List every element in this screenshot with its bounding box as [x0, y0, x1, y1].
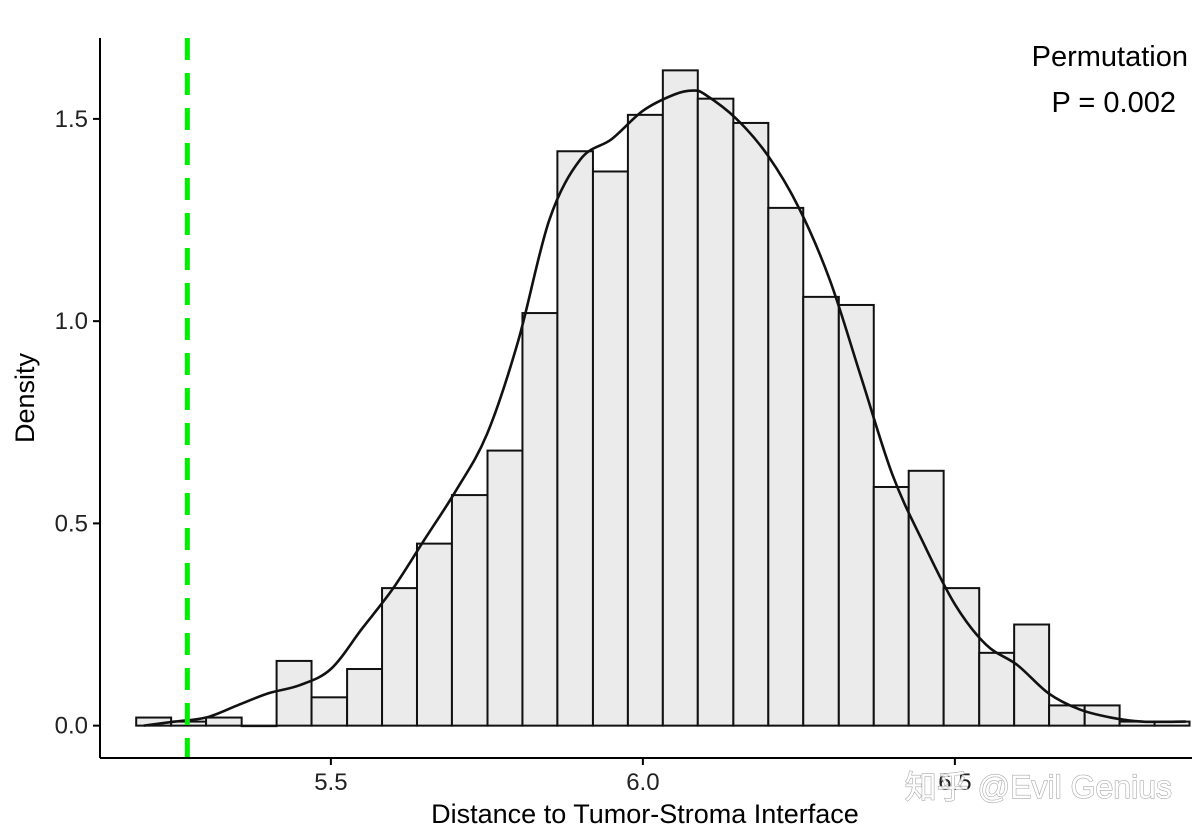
- x-axis-ticks: 5.5 6.0 6.5: [314, 758, 972, 796]
- histogram-bar: [486, 449, 524, 727]
- y-tick-label: 1.5: [55, 106, 88, 133]
- histogram-bar: [591, 170, 629, 727]
- annotation-permutation: Permutation: [1032, 41, 1188, 73]
- histogram-bar: [240, 724, 278, 728]
- y-axis-ticks: 0.0 0.5 1.0 1.5: [55, 106, 100, 740]
- x-tick-label: 6.5: [938, 769, 971, 796]
- histogram-bar: [837, 303, 875, 727]
- y-tick-label: 0.5: [55, 510, 88, 537]
- histogram-bar: [450, 494, 489, 727]
- histogram-bar: [802, 295, 840, 727]
- histogram-bar: [942, 587, 981, 727]
- histogram-bar: [556, 150, 594, 727]
- y-axis-title: Density: [10, 352, 40, 443]
- histogram-bar: [205, 716, 243, 727]
- watermark: 知乎 @Evil Genius: [905, 769, 1172, 805]
- histogram-bar: [310, 696, 349, 727]
- histogram-bar: [907, 469, 945, 727]
- y-tick-label: 1.0: [55, 308, 88, 335]
- y-tick-label: 0.0: [55, 713, 88, 740]
- histogram-bar: [1013, 623, 1051, 727]
- x-axis-title: Distance to Tumor-Stroma Interface: [431, 799, 859, 829]
- histogram-bars: [135, 69, 1191, 728]
- histogram-bar: [872, 485, 910, 727]
- histogram-bar: [626, 113, 664, 727]
- x-tick-label: 5.5: [314, 769, 347, 796]
- histogram-bar: [978, 651, 1016, 727]
- x-tick-label: 6.0: [626, 769, 659, 796]
- histogram-bar: [661, 69, 699, 727]
- histogram-bar: [381, 587, 418, 727]
- histogram-bar: [767, 206, 805, 727]
- histogram-bar: [275, 659, 313, 727]
- histogram-bar: [415, 542, 453, 727]
- density-curve: [143, 89, 1186, 727]
- histogram-bar: [696, 97, 735, 727]
- histogram-bar: [732, 121, 770, 727]
- annotation-p-value: P = 0.002: [1052, 87, 1176, 119]
- histogram-bar: [346, 668, 384, 727]
- histogram-bar: [521, 312, 559, 727]
